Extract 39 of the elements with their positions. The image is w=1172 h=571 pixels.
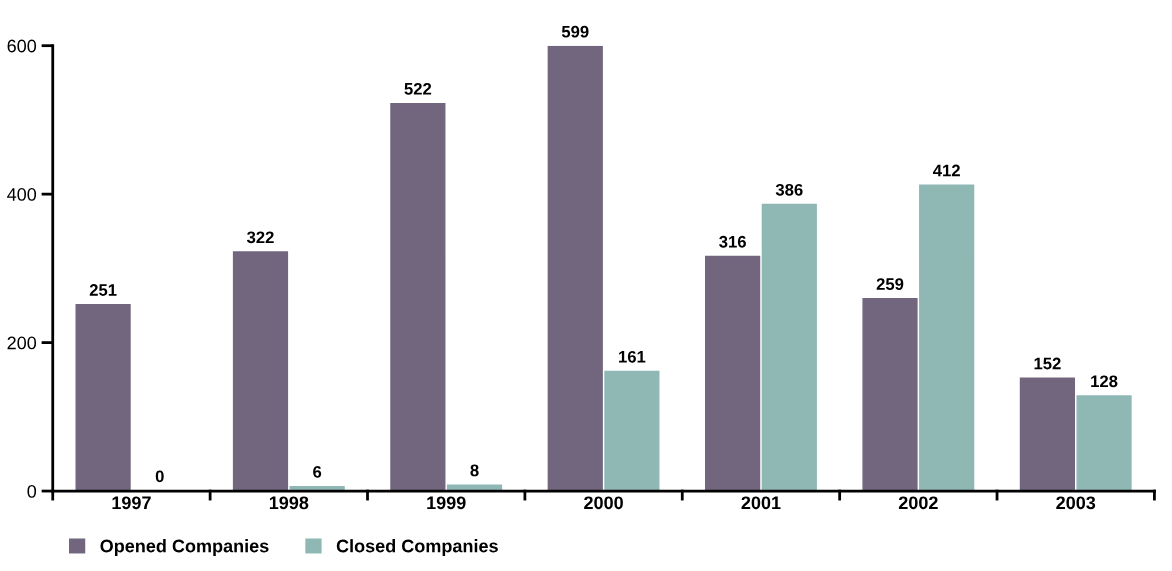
bar — [604, 370, 660, 492]
bar — [75, 304, 131, 492]
y-tick-label: 0 — [27, 484, 37, 498]
x-tick-label: 2003 — [1056, 496, 1096, 510]
data-label: 161 — [619, 350, 646, 363]
bar — [862, 298, 918, 492]
data-label: 599 — [561, 25, 589, 38]
data-label: 6 — [313, 465, 322, 478]
data-label: 8 — [470, 464, 479, 477]
bar — [232, 251, 289, 492]
data-label: 251 — [89, 284, 117, 296]
data-label: 386 — [775, 183, 803, 196]
x-tick-label: 2001 — [741, 496, 781, 510]
data-label: 259 — [876, 278, 904, 290]
data-label: 412 — [933, 164, 960, 177]
bar — [761, 203, 817, 492]
bar — [446, 484, 503, 492]
data-label: 522 — [404, 82, 432, 95]
data-label: 322 — [246, 231, 274, 244]
y-tick-label: 200 — [7, 336, 37, 350]
bar — [547, 45, 603, 492]
x-tick-label: 1999 — [427, 496, 466, 510]
x-tick-label: 1997 — [112, 496, 151, 510]
bar — [705, 255, 761, 492]
bar — [1019, 377, 1076, 492]
data-label: 128 — [1091, 375, 1118, 388]
y-tick-label: 400 — [7, 188, 37, 201]
bar — [1076, 395, 1132, 492]
legend-label: Closed Companies — [336, 539, 498, 556]
data-label: 316 — [719, 235, 746, 248]
data-label: 0 — [155, 470, 164, 483]
legend-label: Opened Companies — [100, 539, 269, 556]
x-tick-label: 2000 — [584, 496, 623, 510]
x-tick-label: 1998 — [269, 496, 309, 510]
bar — [919, 184, 975, 492]
x-tick-label: 2002 — [898, 496, 938, 510]
bar — [390, 102, 446, 492]
data-label: 152 — [1034, 357, 1061, 370]
y-tick-label: 600 — [7, 39, 37, 53]
